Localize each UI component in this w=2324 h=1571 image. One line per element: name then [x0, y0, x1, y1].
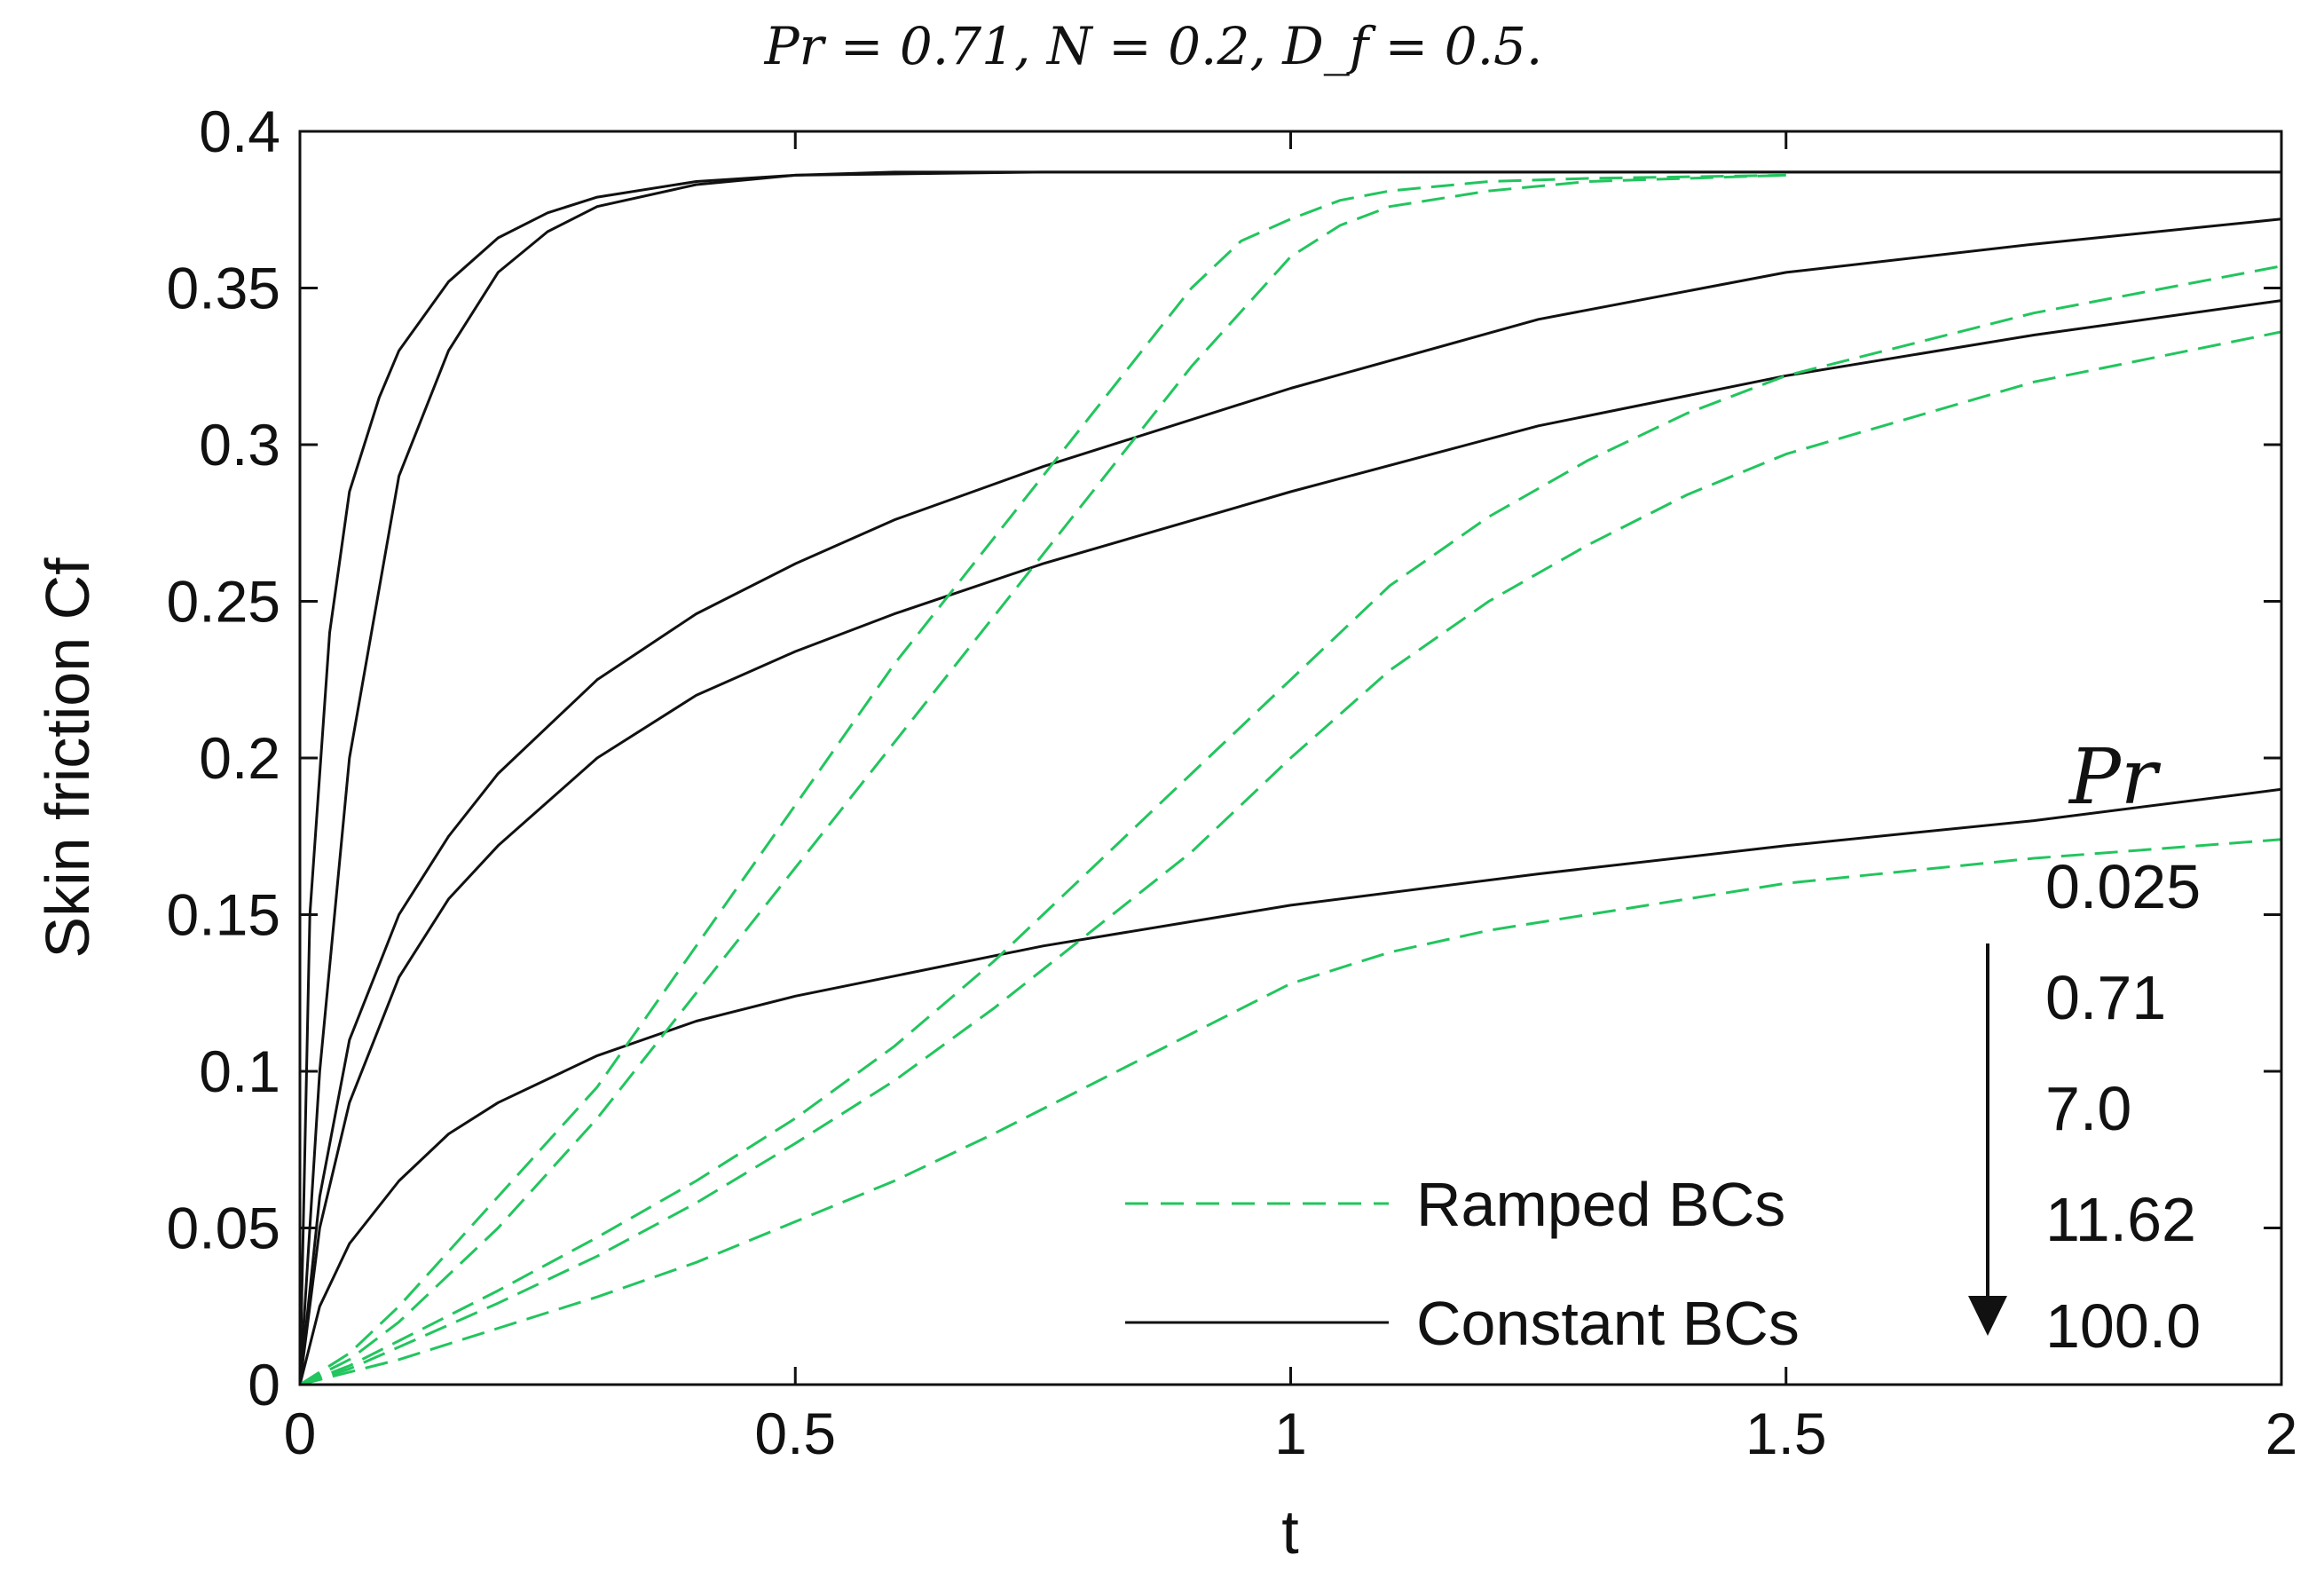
y-axis-title: Skin friction Cf [33, 557, 102, 959]
plot-marks [298, 170, 2282, 1386]
pr-annotation-title: Pr [2068, 733, 2162, 822]
y-tick-label-7: 0.35 [167, 256, 280, 321]
series-line-7 [299, 264, 2282, 1386]
pr-value-1: 0.71 [2045, 963, 2166, 1032]
series-line-6 [299, 173, 1786, 1386]
series-line-2 [298, 217, 2282, 1385]
axis-ticks: 0 0.5 1 1.5 2 0 0.05 0.1 0.15 0.2 0.25 0.3 0.35 0.4 [167, 99, 2298, 1466]
y-tick-label-6: 0.3 [199, 412, 280, 478]
pr-value-4: 100.0 [2045, 1291, 2201, 1361]
y-tick-label-2: 0.1 [199, 1038, 280, 1104]
legend-constant-label: Constant BCs [1416, 1289, 1800, 1358]
y-tick-label-0: 0 [248, 1352, 280, 1417]
x-tick-label-0: 0 [284, 1401, 317, 1466]
x-tick-label-4: 2 [2265, 1401, 2298, 1466]
y-tick-label-5: 0.25 [167, 569, 280, 635]
legend: Ramped BCs Constant BCs [1125, 1170, 1800, 1358]
pr-value-3: 11.62 [2045, 1185, 2196, 1254]
series-line-4 [298, 787, 2282, 1385]
pr-arrow-head [1968, 1296, 2007, 1336]
pr-value-2: 7.0 [2045, 1074, 2131, 1143]
series-line-5 [299, 173, 1786, 1386]
series-line-9 [299, 838, 2282, 1386]
x-tick-label-3: 1.5 [1745, 1401, 1827, 1466]
x-tick-label-2: 1 [1274, 1401, 1307, 1466]
y-tick-label-8: 0.4 [199, 99, 280, 164]
pr-annotation: Pr 0.025 0.71 7.0 11.62 100.0 [1968, 733, 2201, 1361]
pr-value-0: 0.025 [2045, 852, 2201, 921]
y-tick-label-3: 0.15 [167, 882, 280, 948]
legend-ramped-label: Ramped BCs [1416, 1170, 1785, 1239]
series-line-3 [298, 299, 2282, 1385]
y-tick-label-1: 0.05 [167, 1196, 280, 1261]
y-tick-label-4: 0.2 [199, 725, 280, 791]
chart-title: Pr = 0.71, N = 0.2, D_f = 0.5. [764, 16, 1543, 76]
x-axis-title: t [1281, 1497, 1298, 1567]
series-line-1 [298, 170, 2281, 1385]
series-line-8 [299, 330, 2282, 1386]
x-tick-label-1: 0.5 [754, 1401, 836, 1466]
